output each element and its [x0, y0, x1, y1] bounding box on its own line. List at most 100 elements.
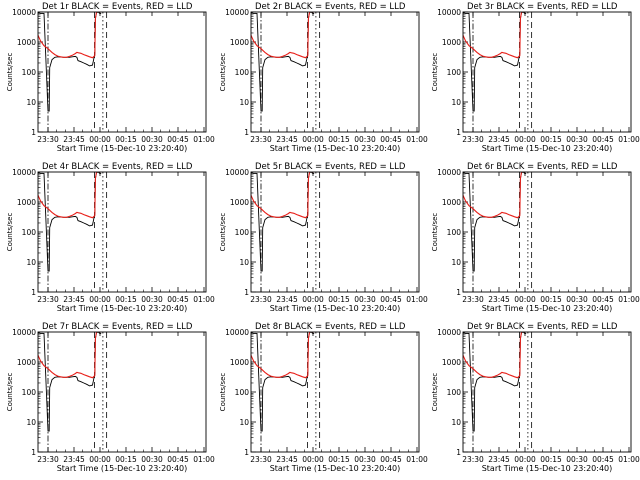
series-events-line: [251, 12, 315, 112]
x-tick-label: 01:00: [618, 455, 640, 464]
x-tick-label: 01:00: [406, 135, 428, 144]
x-tick-label: 01:00: [406, 455, 428, 464]
x-tick-label: 01:00: [193, 135, 215, 144]
x-tick-label: 23:45: [276, 135, 298, 144]
y-tick-label: 10: [451, 418, 461, 427]
x-axis-label: Start Time (15-Dec-10 23:20:40): [270, 464, 401, 473]
y-tick-label: 100: [22, 228, 37, 237]
x-tick-label: 00:00: [89, 295, 111, 304]
y-tick-label: 100: [235, 388, 250, 397]
y-tick-label: 100: [447, 388, 462, 397]
y-axis-label: Counts/sec: [431, 373, 439, 412]
x-tick-label: 00:45: [380, 135, 402, 144]
panel-title: Det 8r BLACK = Events, RED = LLD: [255, 322, 406, 332]
x-tick-label: 23:45: [488, 455, 510, 464]
plot-frame: [250, 171, 420, 293]
y-tick-label: 1: [456, 128, 461, 137]
y-axis-label: Counts/sec: [431, 53, 439, 92]
y-tick-label: 10000: [437, 8, 461, 17]
x-tick-label: 00:00: [302, 135, 324, 144]
x-tick-label: 23:45: [276, 455, 298, 464]
y-tick-label: 10000: [12, 328, 36, 337]
series-lld-line: [251, 172, 315, 219]
panel-title: Det 4r BLACK = Events, RED = LLD: [42, 162, 193, 172]
x-tick-label: 23:30: [462, 455, 484, 464]
x-tick-label: 23:30: [250, 295, 272, 304]
x-tick-label: 01:00: [618, 135, 640, 144]
x-tick-label: 01:00: [193, 295, 215, 304]
series-lld-line: [38, 332, 102, 379]
x-tick-label: 23:30: [250, 135, 272, 144]
series-group: [251, 332, 315, 432]
x-tick-label: 23:45: [276, 295, 298, 304]
y-tick-label: 1: [31, 448, 36, 457]
x-tick-label: 00:00: [514, 295, 536, 304]
x-axis-label: Start Time (15-Dec-10 23:20:40): [482, 464, 613, 473]
plot-frame: [37, 171, 207, 293]
x-tick-label: 00:30: [354, 295, 376, 304]
y-axis-label: Counts/sec: [431, 213, 439, 252]
x-tick-label: 00:45: [592, 295, 614, 304]
x-tick-label: 00:45: [380, 295, 402, 304]
x-axis-label: Start Time (15-Dec-10 23:20:40): [482, 144, 613, 153]
x-tick-label: 00:45: [167, 455, 189, 464]
x-tick-label: 23:30: [250, 455, 272, 464]
y-axis-label: Counts/sec: [6, 53, 14, 92]
x-tick-label: 00:00: [514, 135, 536, 144]
y-tick-label: 1000: [442, 198, 461, 207]
series-group: [251, 172, 315, 272]
x-tick-label: 23:30: [37, 455, 59, 464]
y-tick-label: 1: [244, 128, 249, 137]
y-tick-label: 1000: [17, 358, 36, 367]
y-tick-label: 10: [451, 258, 461, 267]
y-tick-label: 100: [235, 228, 250, 237]
series-lld-line: [251, 12, 315, 59]
y-tick-label: 1: [244, 288, 249, 297]
y-tick-label: 100: [235, 68, 250, 77]
series-lld-line: [463, 172, 527, 219]
y-tick-label: 10000: [437, 168, 461, 177]
x-tick-label: 00:45: [592, 455, 614, 464]
plot-frame: [250, 331, 420, 453]
panel-6: Det 6r BLACK = Events, RED = LLD 1 10 100 10…: [431, 162, 640, 313]
x-tick-label: 23:30: [37, 135, 59, 144]
x-tick-label: 00:15: [328, 455, 350, 464]
panel-5: Det 5r BLACK = Events, RED = LLD 1 10 100 10…: [219, 162, 428, 313]
series-events-line: [38, 12, 102, 112]
series-group: [38, 172, 102, 272]
y-axis-label: Counts/sec: [6, 373, 14, 412]
y-tick-label: 100: [447, 68, 462, 77]
series-events-line: [463, 12, 527, 112]
series-events-line: [251, 332, 315, 432]
x-tick-label: 00:15: [540, 295, 562, 304]
series-lld-line: [38, 172, 102, 219]
panel-title: Det 6r BLACK = Events, RED = LLD: [467, 162, 618, 172]
plot-frame: [462, 171, 632, 293]
series-events-line: [38, 172, 102, 272]
panel-title: Det 5r BLACK = Events, RED = LLD: [255, 162, 406, 172]
x-axis-label: Start Time (15-Dec-10 23:20:40): [270, 144, 401, 153]
x-tick-label: 01:00: [406, 295, 428, 304]
y-tick-label: 1: [456, 288, 461, 297]
x-tick-label: 00:30: [354, 455, 376, 464]
x-axis-label: Start Time (15-Dec-10 23:20:40): [482, 304, 613, 313]
x-axis-label: Start Time (15-Dec-10 23:20:40): [57, 144, 188, 153]
x-tick-label: 00:45: [167, 135, 189, 144]
panel-title: Det 7r BLACK = Events, RED = LLD: [42, 322, 193, 332]
x-tick-label: 00:45: [592, 135, 614, 144]
y-tick-label: 100: [22, 388, 37, 397]
panel-2: Det 2r BLACK = Events, RED = LLD 1 10 100 10…: [219, 2, 428, 153]
x-tick-label: 00:30: [354, 135, 376, 144]
y-tick-label: 10000: [437, 328, 461, 337]
x-tick-label: 00:30: [141, 295, 163, 304]
y-tick-label: 10: [239, 258, 249, 267]
y-tick-label: 10: [26, 98, 36, 107]
series-group: [463, 332, 527, 432]
series-group: [251, 12, 315, 112]
x-tick-label: 00:00: [302, 455, 324, 464]
panel-7: Det 7r BLACK = Events, RED = LLD 1 10 100 10…: [6, 322, 215, 473]
x-tick-label: 00:15: [115, 295, 137, 304]
x-tick-label: 00:15: [328, 295, 350, 304]
panel-title: Det 3r BLACK = Events, RED = LLD: [467, 2, 618, 12]
y-tick-label: 1000: [230, 358, 249, 367]
